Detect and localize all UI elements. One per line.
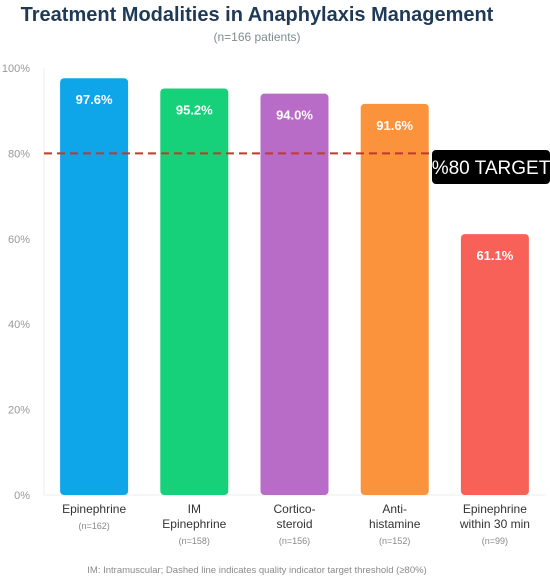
bar — [160, 88, 229, 495]
bar-value-label: 91.6% — [376, 118, 413, 133]
y-tick-label: 80% — [8, 148, 30, 160]
bar-value-label: 61.1% — [476, 248, 513, 263]
x-tick-n-label: (n=156) — [279, 536, 310, 546]
bar-value-label: 97.6% — [76, 92, 113, 107]
x-tick-label: Epinephrine — [62, 502, 126, 516]
bar-value-label: 95.2% — [176, 102, 213, 117]
x-tick-label: histamine — [369, 517, 421, 531]
x-tick-label: Epinephrine — [463, 502, 527, 516]
x-tick-label: Cortico- — [273, 502, 315, 516]
y-tick-label: 20% — [8, 405, 30, 417]
bar-value-label: 94.0% — [276, 108, 313, 123]
x-tick-n-label: (n=162) — [78, 521, 109, 531]
bar — [460, 234, 529, 495]
x-tick-n-label: (n=99) — [482, 536, 508, 546]
target-badge: %80 TARGET — [432, 150, 550, 184]
x-axis-labels: Epinephrine(n=162)IMEpinephrine(n=158)Co… — [62, 502, 530, 546]
y-tick-label: 100% — [2, 63, 30, 75]
x-tick-n-label: (n=152) — [379, 536, 410, 546]
x-tick-label: within 30 min — [459, 517, 530, 531]
target-label: %80 TARGET — [432, 158, 550, 179]
footnote: IM: Intramuscular; Dashed line indicates… — [87, 565, 427, 576]
target-badge-bg — [432, 150, 550, 184]
y-tick-label: 0% — [14, 490, 30, 502]
bars-group: 97.6% 95.2% 94.0% 91.6% 61.1% — [60, 78, 529, 496]
y-tick-label: 40% — [8, 319, 30, 331]
x-tick-label: steroid — [276, 517, 312, 531]
bar — [260, 93, 329, 496]
chart-title: Treatment Modalities in Anaphylaxis Mana… — [20, 4, 494, 26]
y-axis-ticks: 0% 20% 40% 60% 80% 100% — [2, 63, 30, 502]
x-tick-n-label: (n=158) — [179, 536, 210, 546]
x-tick-label: IM — [188, 502, 201, 516]
bar — [360, 103, 429, 496]
chart-subtitle: (n=166 patients) — [213, 30, 301, 44]
x-tick-label: Anti- — [382, 502, 407, 516]
x-tick-label: Epinephrine — [162, 517, 226, 531]
y-tick-label: 60% — [8, 234, 30, 246]
bar — [60, 78, 129, 496]
